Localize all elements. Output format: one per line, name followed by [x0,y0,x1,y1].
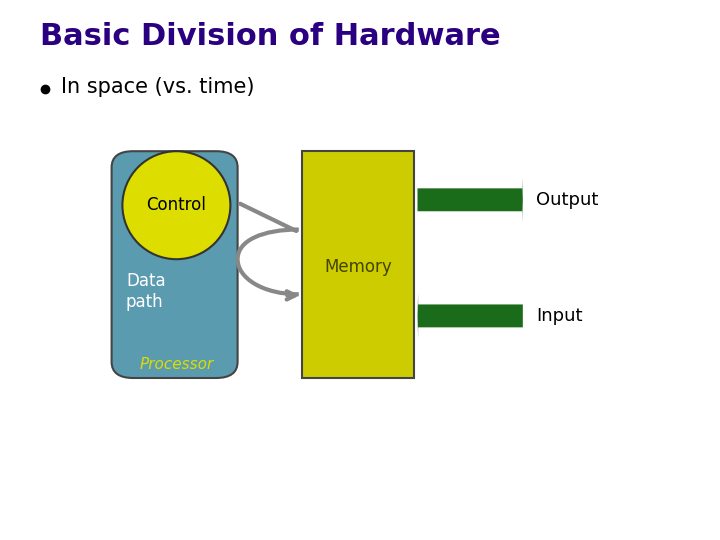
FancyBboxPatch shape [112,151,238,378]
Text: In space (vs. time): In space (vs. time) [61,77,255,98]
Text: Output: Output [536,191,599,209]
Text: Control: Control [146,196,207,214]
Text: Data
path: Data path [126,272,166,311]
Text: Processor: Processor [139,357,214,372]
Text: Basic Division of Hardware: Basic Division of Hardware [40,22,500,51]
Text: Memory: Memory [325,258,392,276]
Bar [302,151,414,378]
Ellipse shape [122,151,230,259]
Text: Input: Input [536,307,583,325]
